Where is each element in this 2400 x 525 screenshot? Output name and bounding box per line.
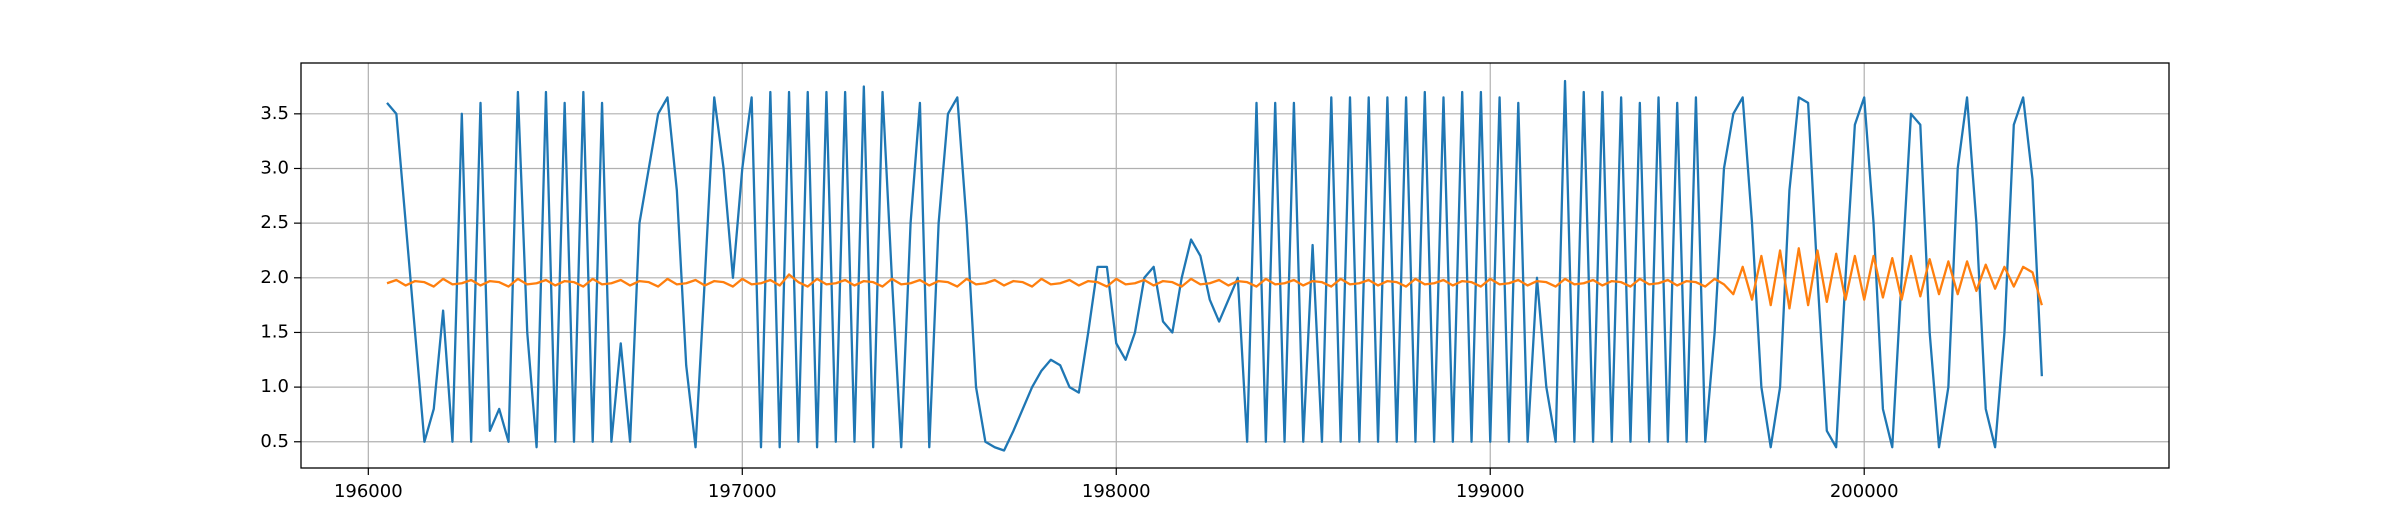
x-tick-label: 197000 xyxy=(708,481,777,502)
plot-frame xyxy=(300,62,2170,469)
x-tick-label: 200000 xyxy=(1830,481,1899,502)
y-tick-label: 0.5 xyxy=(260,431,289,452)
data-line xyxy=(386,247,2043,310)
x-tick-label: 199000 xyxy=(1456,481,1525,502)
data-line xyxy=(386,79,2043,452)
x-tick-label: 198000 xyxy=(1082,481,1151,502)
x-tick-label: 196000 xyxy=(334,481,403,502)
y-tick-label: 2.5 xyxy=(260,212,289,233)
y-tick-label: 2.0 xyxy=(260,267,289,288)
y-tick-label: 3.0 xyxy=(260,157,289,178)
y-tick-label: 3.5 xyxy=(260,103,289,124)
y-tick-label: 1.0 xyxy=(260,376,289,397)
y-tick-label: 1.5 xyxy=(260,321,289,342)
